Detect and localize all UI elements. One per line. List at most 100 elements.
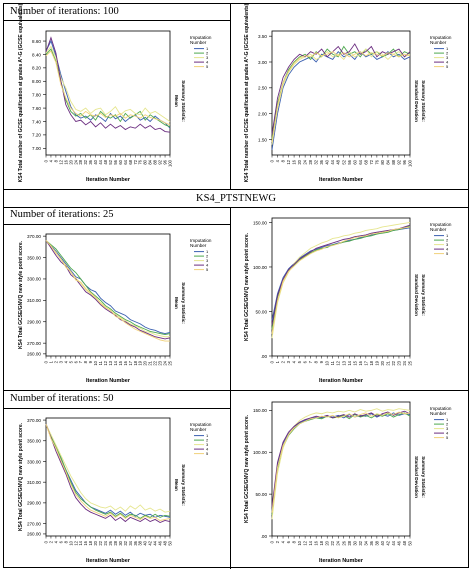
x-tick-label: 20 [68, 159, 73, 164]
y-tick-label: 370.00 [27, 418, 41, 423]
x-tick-label: 68 [128, 159, 133, 164]
x-tick-label: 22 [98, 540, 103, 545]
x-axis-label: Iteration Number [86, 558, 131, 564]
x-tick-label: 38 [374, 540, 379, 545]
y-tick-label: 260.00 [27, 532, 41, 537]
x-tick-label: 42 [148, 540, 153, 545]
x-tick-label: 28 [308, 159, 313, 164]
x-axis-label: Iteration Number [319, 177, 364, 183]
x-tick-label: 34 [128, 540, 133, 545]
x-tick-label: 12 [336, 360, 341, 365]
x-tick-label: 48 [163, 540, 168, 545]
x-tick-label: 6 [286, 540, 291, 543]
legend-entry: 4 [446, 247, 449, 252]
column-divider [230, 207, 231, 390]
series-line-4 [45, 36, 171, 133]
x-tick-label: 10 [297, 540, 302, 545]
x-tick-label: 22 [391, 360, 396, 365]
x-tick-label: 48 [402, 540, 407, 545]
plot-area [271, 217, 411, 357]
x-tick-label: 46 [158, 540, 163, 545]
legend-entry: 1 [446, 417, 449, 422]
x-tick-label: 17 [363, 360, 368, 365]
x-tick-label: 44 [98, 159, 103, 164]
legend-title: Imputation [190, 35, 212, 40]
legend-entry: 4 [446, 60, 449, 65]
column-divider [230, 4, 231, 189]
x-tick-label: 23 [396, 360, 401, 365]
x-tick-label: 40 [93, 159, 98, 164]
x-tick-label: 13 [108, 360, 113, 365]
legend-entry: 4 [206, 263, 209, 268]
x-tick-label: 24 [163, 360, 168, 365]
x-tick-label: 9 [88, 360, 93, 363]
x-tick-label: 36 [369, 540, 374, 545]
legend-entry: 3 [206, 442, 209, 447]
row-label-iterations-100: Number of iterations: 100 [10, 6, 119, 17]
x-tick-label: 16 [63, 159, 68, 164]
summary-statistic-value: Mean [174, 95, 179, 107]
summary-statistic-label: Summary Statistic: [421, 456, 426, 498]
legend-entry: 1 [446, 233, 449, 238]
x-tick-label: 46 [396, 540, 401, 545]
series-line-2 [45, 48, 171, 128]
y-tick-label: 2.50 [258, 86, 267, 91]
legend-entry: 5 [206, 267, 209, 272]
x-tick-label: 21 [385, 360, 390, 365]
y-tick-label: 7.60 [32, 106, 41, 111]
x-tick-label: 36 [133, 540, 138, 545]
legend-entry: 2 [446, 51, 449, 56]
x-tick-label: 19 [374, 360, 379, 365]
x-tick-label: 88 [391, 159, 396, 164]
x-tick-label: 50 [408, 540, 413, 545]
x-tick-label: 44 [153, 540, 158, 545]
series-line-5 [271, 51, 411, 143]
x-tick-label: 80 [143, 159, 148, 164]
row-label-iterations-25: Number of iterations: 25 [10, 209, 114, 220]
y-tick-label: 7.40 [32, 119, 41, 124]
summary-statistic-value: Standard Deviation [414, 274, 419, 316]
legend-title: Number [430, 411, 447, 416]
y-tick-label: 100.00 [253, 450, 267, 455]
y-axis-label: KS4 Total number of GCSE qualification a… [18, 3, 24, 182]
x-tick-label: 2 [275, 540, 280, 543]
x-tick-label: 92 [158, 159, 163, 164]
x-tick-label: 24 [103, 540, 108, 545]
y-tick-label: 7.00 [32, 146, 41, 151]
y-tick-label: 8.60 [32, 39, 41, 44]
series-line-5 [271, 226, 411, 334]
legend-entry: 2 [206, 254, 209, 259]
series-line-5 [271, 411, 411, 513]
x-tick-label: 6 [303, 360, 308, 363]
x-tick-label: 15 [352, 360, 357, 365]
x-tick-label: 14 [308, 540, 313, 545]
x-tick-label: 6 [73, 360, 78, 363]
x-tick-label: 36 [319, 159, 324, 164]
summary-statistic-value: Mean [174, 479, 179, 491]
x-tick-label: 11 [98, 360, 103, 365]
summary-statistic-value: Standard Deviation [414, 456, 419, 498]
x-tick-label: 8 [281, 159, 286, 162]
y-tick-label: 100.00 [253, 265, 267, 270]
x-tick-label: 23 [158, 360, 163, 365]
summary-statistic-value: Standard Deviation [414, 80, 419, 122]
x-tick-label: 7 [78, 360, 83, 363]
x-axis-label: Iteration Number [86, 177, 131, 183]
x-tick-label: 56 [113, 159, 118, 164]
x-tick-label: 8 [83, 360, 88, 363]
legend-entry: 4 [446, 431, 449, 436]
x-tick-label: 0 [270, 540, 275, 543]
x-tick-label: 12 [303, 540, 308, 545]
x-tick-label: 21 [148, 360, 153, 365]
x-tick-label: 20 [380, 360, 385, 365]
x-tick-label: 38 [138, 540, 143, 545]
x-tick-label: 7 [308, 360, 313, 363]
legend-entry: 2 [446, 238, 449, 243]
x-tick-label: 5 [297, 360, 302, 363]
chart-panel-iter100-mean: 8.608.408.208.007.807.607.407.207.000 4 8 1… [18, 3, 212, 183]
y-axis-label: KS4 Total GCSE/GNVQ new style point scor… [18, 240, 24, 349]
x-tick-label: 32 [314, 159, 319, 164]
x-tick-label: 40 [380, 540, 385, 545]
y-tick-label: 290.00 [27, 320, 41, 325]
